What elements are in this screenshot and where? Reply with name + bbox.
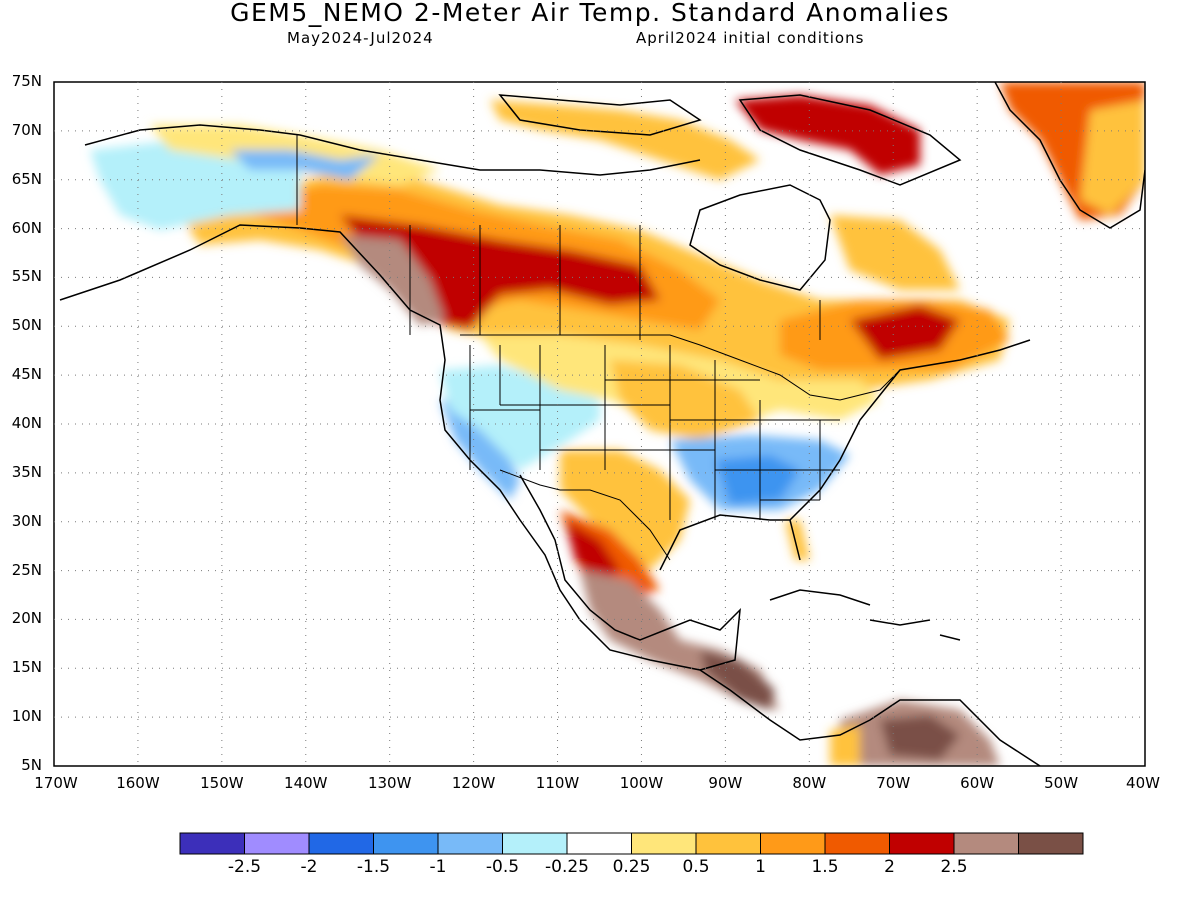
- colorbar-tick-label: -1: [429, 857, 447, 877]
- anomaly-region-bc-extreme: [340, 235, 445, 325]
- colorbar-tick-label: 1: [755, 857, 766, 877]
- colorbar-tick-label: -2: [300, 857, 318, 877]
- colorbar-swatch: [179, 832, 245, 855]
- longitude-label: 150W: [200, 774, 244, 792]
- colorbar-tick-label: -0.5: [485, 857, 520, 877]
- latitude-label: 30N: [11, 511, 42, 530]
- colorbar-swatch: [631, 832, 697, 855]
- border-us-canada: [460, 334, 901, 401]
- anomaly-region-quebec-hot: [850, 305, 960, 360]
- latitude-label: 45N: [11, 365, 42, 384]
- longitude-label: 140W: [284, 774, 328, 792]
- colorbar-tick-label: -0.25: [545, 857, 589, 877]
- longitude-label: 90W: [708, 774, 743, 792]
- political-boundaries: [296, 135, 901, 561]
- anomaly-region-arctic: [735, 95, 920, 175]
- province-lines: [409, 225, 821, 340]
- colorbar-swatch: [502, 832, 568, 855]
- colorbar-swatch: [373, 832, 439, 855]
- anomaly-region-florida: [785, 520, 810, 560]
- colorbar-swatch: [953, 832, 1019, 855]
- anomaly-region-hudson-east: [830, 215, 960, 290]
- colorbar-tick-label: 2: [884, 857, 895, 877]
- latitude-label: 35N: [11, 462, 42, 481]
- longitude-label: 70W: [876, 774, 911, 792]
- latitude-label: 20N: [11, 609, 42, 628]
- latitude-label: 25N: [11, 560, 42, 579]
- initial-conditions: April2024 initial conditions: [636, 29, 865, 47]
- latitude-label: 60N: [11, 218, 42, 237]
- colorbar-tick-label: -2.5: [227, 857, 262, 877]
- colorbar-swatch: [1018, 832, 1084, 855]
- longitude-label: 100W: [619, 774, 664, 792]
- latitude-label: 65N: [11, 169, 42, 188]
- anomaly-region-west-light-cool: [440, 365, 600, 470]
- anomaly-region-yukon-cool: [230, 150, 380, 180]
- coastline-caribbean: [769, 589, 961, 641]
- state-lines: [469, 345, 840, 520]
- latitude-label: 75N: [11, 72, 42, 90]
- anomaly-fields: [90, 82, 1145, 766]
- colorbar-tick-label: -1.5: [356, 857, 391, 877]
- colorbar-swatch: [244, 832, 310, 855]
- colorbar-tick-label: 0.25: [612, 857, 651, 877]
- anomaly-region-west-cool: [440, 400, 520, 500]
- longitude-label: 170W: [34, 774, 78, 792]
- colorbar-swatch: [889, 832, 955, 855]
- longitude-label: 50W: [1044, 774, 1079, 792]
- coastline-north-america: [59, 224, 1041, 766]
- latitude-label: 10N: [11, 707, 42, 726]
- coastline-arctic: [84, 124, 701, 176]
- colorbar-tick-label: 1.5: [811, 857, 839, 877]
- latitude-label: 70N: [11, 120, 42, 139]
- anomaly-region-greenland-warm: [1080, 100, 1145, 215]
- anomaly-region-south-america-warm: [830, 725, 860, 766]
- longitude-label: 80W: [792, 774, 827, 792]
- longitude-label: 40W: [1126, 774, 1160, 792]
- longitude-label: 110W: [535, 774, 580, 792]
- anomaly-region-southwest-warm: [560, 450, 690, 570]
- latitude-label: 40N: [11, 414, 42, 432]
- colorbar-swatch: [308, 832, 374, 855]
- colorbar-swatch: [824, 832, 890, 855]
- border-us-mexico: [499, 469, 671, 561]
- colorbar-tick-label: 2.5: [940, 857, 968, 877]
- anomaly-region-mexico-hot: [565, 520, 620, 585]
- colorbar-swatch: [566, 832, 632, 855]
- latitude-label: 55N: [11, 267, 42, 286]
- longitude-label: 60W: [960, 774, 995, 792]
- colorbar-swatch: [437, 832, 503, 855]
- anomaly-region-southeast-cool2: [715, 455, 800, 505]
- longitude-label: 160W: [116, 774, 160, 792]
- colorbar: [179, 832, 1084, 855]
- latitude-label: 15N: [11, 658, 42, 677]
- coastline-greenland: [994, 82, 1145, 229]
- colorbar-swatch: [760, 832, 826, 855]
- longitude-label: 120W: [451, 774, 496, 792]
- anomaly-region-arctic-warm: [490, 100, 760, 180]
- forecast-period: May2024-Jul2024: [287, 29, 434, 47]
- longitude-label: 130W: [367, 774, 412, 792]
- map-title: GEM5_NEMO 2-Meter Air Temp. Standard Ano…: [230, 0, 950, 27]
- coastline-arctic-islands: [498, 94, 962, 186]
- latitude-label: 5N: [21, 756, 42, 774]
- anomaly-region-south-america-hot: [880, 715, 960, 760]
- coastline-hudson-bay: [689, 184, 831, 291]
- latitude-label: 50N: [11, 316, 42, 335]
- colorbar-tick-label: 0.5: [682, 857, 710, 877]
- colorbar-swatch: [695, 832, 761, 855]
